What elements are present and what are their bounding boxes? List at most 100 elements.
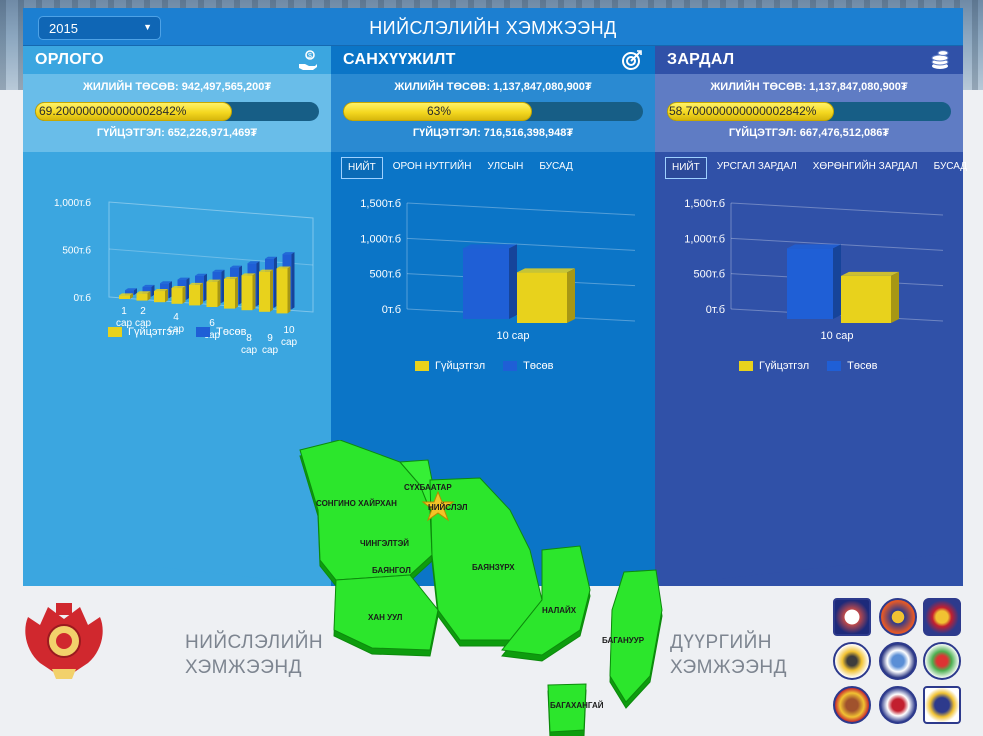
income-progress-bar: 69.200000000000002842%: [35, 102, 319, 121]
district-seal-icon[interactable]: [923, 598, 961, 636]
capital-text-line1: НИЙСЛЭЛИЙН: [185, 632, 324, 653]
finance-header: САНХҮҮЖИЛТ: [331, 46, 655, 74]
expense-performance: ГҮЙЦЭТГЭЛ: 667,476,512,086₮: [728, 127, 890, 139]
district-seal-icon[interactable]: [879, 686, 917, 724]
y-tick-label: 1,000т.б: [54, 197, 91, 209]
expense-chart: 0т.б 500т.б 1,000т.б 1,500т.б 10 сар: [684, 198, 944, 342]
tab-local[interactable]: ОРОН НУТГИЙН: [392, 161, 472, 172]
map-district-baganuur[interactable]: [609, 569, 663, 703]
income-budget-box: ЖИЛИЙН ТӨСӨВ: 942,497,565,200₮ 69.200000…: [23, 74, 331, 152]
hand-money-icon: $: [299, 50, 317, 70]
expense-progress-bar: 58.700000000000002842%: [667, 102, 951, 121]
bar-performance[interactable]: [154, 289, 168, 303]
district-seal-icon[interactable]: [833, 686, 871, 724]
bar-performance[interactable]: [171, 286, 186, 304]
chart-grid-line: [406, 202, 636, 216]
map-district-bagakhangai[interactable]: [547, 683, 587, 733]
legend-item-performance[interactable]: Гүйцэтгэл: [739, 360, 809, 372]
bar-performance[interactable]: [224, 276, 238, 309]
expense-panel: ЗАРДАЛ ЖИЛИЙН ТӨСӨВ: 1,137,847,080,900₮ …: [655, 46, 967, 586]
tab-state[interactable]: УЛСЫН: [487, 161, 524, 172]
income-panel: ОРЛОГО $ ЖИЛИЙН ТӨСӨВ: 942,497,565,200₮ …: [23, 46, 331, 586]
expense-progress-text: 58.700000000000002842%: [669, 104, 817, 118]
tab-capital-expense[interactable]: ХӨРӨНГИЙН ЗАРДАЛ: [812, 161, 918, 172]
bar-budget[interactable]: [787, 244, 841, 319]
bar-performance[interactable]: [241, 273, 256, 311]
map-district-khanuul[interactable]: [333, 574, 439, 651]
income-progress-text: 69.200000000000002842%: [39, 104, 187, 118]
bar-performance[interactable]: [517, 268, 575, 323]
capital-emblem-icon[interactable]: [22, 597, 106, 683]
income-legend: Гүйцэтгэл Төсөв: [108, 326, 246, 338]
legend-swatch: [503, 361, 518, 371]
x-tick-label: 8 сар: [241, 333, 258, 356]
bar-performance[interactable]: [189, 282, 203, 306]
y-tick-label: 0т.б: [382, 304, 401, 316]
bar-performance[interactable]: [206, 279, 221, 307]
page-title: НИЙСЛЭЛИЙН ХЭМЖЭЭНД: [369, 18, 617, 38]
district-seals: [831, 598, 963, 724]
top-bar: 2015 ▼ НИЙСЛЭЛИЙН ХЭМЖЭЭНД: [23, 8, 963, 46]
district-seal-icon[interactable]: [879, 642, 917, 680]
map-label: БАЯНЗҮРХ: [472, 563, 515, 572]
bar-budget[interactable]: [125, 288, 137, 295]
year-select[interactable]: 2015 ▼: [38, 16, 161, 40]
district-seal-icon[interactable]: [923, 642, 961, 680]
legend-item-performance[interactable]: Гүйцэтгэл: [415, 360, 485, 372]
bar-performance[interactable]: [841, 271, 899, 323]
bar-performance[interactable]: [119, 293, 133, 299]
chart-grid-line: [730, 202, 944, 216]
district-seal-icon[interactable]: [879, 598, 917, 636]
expense-budget-box: ЖИЛИЙН ТӨСӨВ: 1,137,847,080,900₮ 58.7000…: [655, 74, 963, 152]
map-label: СҮХБААТАР: [404, 483, 452, 492]
y-tick-label: 1,000т.б: [360, 233, 401, 245]
legend-item-performance[interactable]: Гүйцэтгэл: [108, 326, 178, 338]
district-level-link[interactable]: ДҮҮРГИЙН ХЭМЖЭЭНД: [670, 630, 787, 680]
x-tick-label: 10 сар: [496, 330, 529, 342]
district-text-line1: ДҮҮРГИЙН: [670, 632, 772, 653]
legend-swatch: [415, 361, 429, 371]
expense-legend: Гүйцэтгэл Төсөв: [739, 360, 877, 372]
legend-item-budget[interactable]: Төсөв: [827, 360, 877, 372]
tab-other[interactable]: БУСАД: [539, 161, 573, 172]
income-progress-fill: [35, 102, 232, 121]
capital-level-link[interactable]: НИЙСЛЭЛИЙН ХЭМЖЭЭНД: [185, 630, 323, 680]
finance-legend: Гүйцэтгэл Төсөв: [415, 360, 553, 372]
legend-item-budget[interactable]: Төсөв: [196, 326, 246, 338]
year-select-value: 2015: [49, 21, 78, 36]
district-seal-icon[interactable]: [833, 642, 871, 680]
tab-total[interactable]: НИЙТ: [665, 157, 707, 179]
legend-item-budget[interactable]: Төсөв: [503, 360, 553, 372]
bar-performance[interactable]: [136, 291, 151, 301]
bar-budget[interactable]: [463, 244, 517, 319]
x-tick-label: 10 сар: [281, 325, 298, 348]
x-tick-label: 10 сар: [820, 330, 853, 342]
legend-swatch: [739, 361, 753, 371]
bar-performance[interactable]: [276, 266, 291, 314]
bar-performance[interactable]: [259, 269, 273, 312]
finance-progress-text: 63%: [427, 104, 452, 118]
y-tick-label: 0т.б: [73, 292, 91, 304]
chevron-down-icon: ▼: [143, 22, 152, 32]
finance-progress-bar: 63%: [343, 102, 643, 121]
x-tick-label: 6 сар: [204, 318, 221, 341]
legend-label: Гүйцэтгэл: [128, 326, 179, 338]
target-icon: [622, 50, 642, 70]
x-tick-label: 1 сар: [116, 306, 133, 329]
map-label: НАЛАЙХ: [542, 606, 577, 615]
finance-annual-budget: ЖИЛИЙН ТӨСӨВ: 1,137,847,080,900₮: [394, 81, 592, 93]
district-seal-icon[interactable]: [923, 686, 961, 724]
map-district-nalaikh[interactable]: [501, 545, 591, 656]
legend-label: Гүйцэтгэл: [759, 360, 810, 372]
tab-total[interactable]: НИЙТ: [341, 157, 383, 179]
income-annual-budget: ЖИЛИЙН ТӨСӨВ: 942,497,565,200₮: [82, 81, 272, 93]
legend-label: Төсөв: [847, 360, 878, 372]
expense-tabs: НИЙТ УРСГАЛ ЗАРДАЛ ХӨРӨНГИЙН ЗАРДАЛ БУСА…: [665, 157, 973, 179]
map-label: НИЙСЛЭЛ: [428, 503, 468, 512]
finance-progress-fill: [343, 102, 532, 121]
tab-current-expense[interactable]: УРСГАЛ ЗАРДАЛ: [716, 161, 797, 172]
legend-label: Төсөв: [216, 326, 247, 338]
tab-other[interactable]: БУСАД: [933, 161, 968, 172]
district-seal-icon[interactable]: [833, 598, 871, 636]
map-label: БАГАХАНГАЙ: [550, 701, 604, 710]
